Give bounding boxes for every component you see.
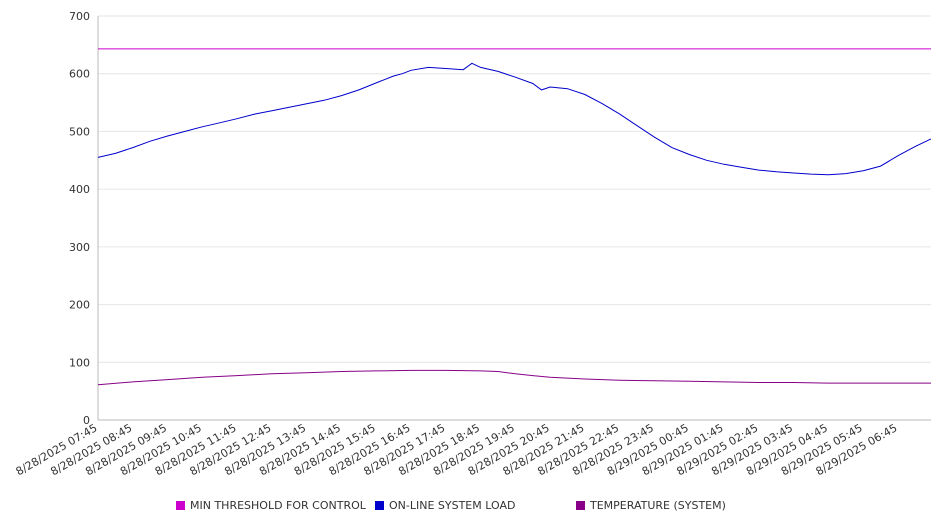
grid-lines bbox=[98, 15, 931, 363]
y-tick-label: 300 bbox=[69, 241, 90, 254]
y-tick-label: 0 bbox=[83, 414, 90, 427]
legend-swatch bbox=[375, 501, 384, 510]
y-tick-label: 700 bbox=[69, 10, 90, 23]
legend: MIN THRESHOLD FOR CONTROL ON-LINE SYSTEM … bbox=[176, 499, 726, 512]
legend-label: MIN THRESHOLD FOR CONTROL bbox=[190, 499, 367, 512]
y-tick-label: 600 bbox=[69, 68, 90, 81]
legend-swatch bbox=[176, 501, 185, 510]
legend-label: ON-LINE SYSTEM LOAD bbox=[389, 499, 515, 512]
series-lines bbox=[97, 48, 932, 386]
y-axis-tick-labels: 0 100 200 300 400 500 600 700 bbox=[69, 10, 90, 427]
y-tick-label: 200 bbox=[69, 299, 90, 312]
y-tick-label: 500 bbox=[69, 125, 90, 138]
series-line-2 bbox=[97, 369, 931, 386]
x-axis-tick-labels: 8/28/2025 07:458/28/2025 08:458/28/2025 … bbox=[14, 421, 900, 478]
series-line-1 bbox=[97, 62, 932, 176]
legend-label: TEMPERATURE (SYSTEM) bbox=[589, 499, 726, 512]
legend-swatch bbox=[576, 501, 585, 510]
y-tick-label: 100 bbox=[69, 356, 90, 369]
axes bbox=[97, 16, 931, 421]
y-tick-label: 400 bbox=[69, 183, 90, 196]
